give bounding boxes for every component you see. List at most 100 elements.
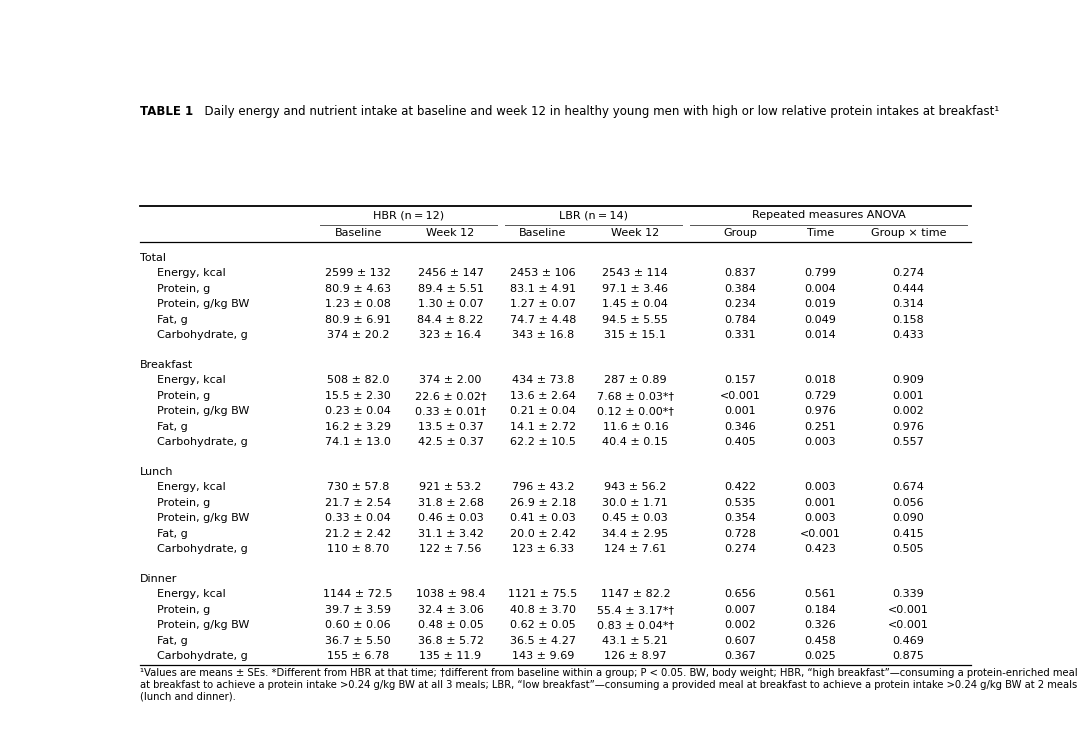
Text: 0.003: 0.003 — [804, 438, 836, 447]
Text: Energy, kcal: Energy, kcal — [156, 482, 225, 493]
Text: 0.003: 0.003 — [804, 514, 836, 523]
Text: 0.251: 0.251 — [804, 422, 836, 432]
Text: 13.5 ± 0.37: 13.5 ± 0.37 — [417, 422, 483, 432]
Text: 0.326: 0.326 — [804, 620, 836, 630]
Text: LBR (n = 14): LBR (n = 14) — [559, 211, 628, 220]
Text: 0.33 ± 0.01†: 0.33 ± 0.01† — [415, 406, 486, 417]
Text: 84.4 ± 8.22: 84.4 ± 8.22 — [417, 315, 483, 325]
Text: Energy, kcal: Energy, kcal — [156, 590, 225, 599]
Text: <0.001: <0.001 — [800, 529, 840, 539]
Text: 0.60 ± 0.06: 0.60 ± 0.06 — [325, 620, 391, 630]
Text: 1.23 ± 0.08: 1.23 ± 0.08 — [325, 299, 391, 309]
Text: 0.234: 0.234 — [724, 299, 757, 309]
Text: 36.7 ± 5.50: 36.7 ± 5.50 — [325, 636, 391, 646]
Text: Carbohydrate, g: Carbohydrate, g — [156, 438, 247, 447]
Text: 0.367: 0.367 — [724, 651, 757, 662]
Text: Week 12: Week 12 — [611, 229, 659, 238]
Text: 0.184: 0.184 — [804, 605, 836, 615]
Text: Protein, g/kg BW: Protein, g/kg BW — [156, 620, 249, 630]
Text: 0.656: 0.656 — [724, 590, 757, 599]
Text: 7.68 ± 0.03*†: 7.68 ± 0.03*† — [597, 391, 674, 401]
Text: 374 ± 2.00: 374 ± 2.00 — [420, 375, 481, 385]
Text: 15.5 ± 2.30: 15.5 ± 2.30 — [325, 391, 391, 401]
Text: Fat, g: Fat, g — [156, 636, 188, 646]
Text: 1121 ± 75.5: 1121 ± 75.5 — [508, 590, 578, 599]
Text: Group × time: Group × time — [870, 229, 946, 238]
Text: 155 ± 6.78: 155 ± 6.78 — [327, 651, 389, 662]
Text: 80.9 ± 4.63: 80.9 ± 4.63 — [325, 284, 391, 294]
Text: 0.729: 0.729 — [804, 391, 836, 401]
Text: 0.674: 0.674 — [892, 482, 925, 493]
Text: 0.535: 0.535 — [724, 498, 757, 508]
Text: 0.014: 0.014 — [804, 330, 836, 340]
Text: 0.339: 0.339 — [892, 590, 925, 599]
Text: HBR (n = 12): HBR (n = 12) — [373, 211, 444, 220]
Text: 83.1 ± 4.91: 83.1 ± 4.91 — [509, 284, 576, 294]
Text: 26.9 ± 2.18: 26.9 ± 2.18 — [509, 498, 576, 508]
Text: Week 12: Week 12 — [426, 229, 475, 238]
Text: 122 ± 7.56: 122 ± 7.56 — [420, 544, 481, 554]
Text: 0.48 ± 0.05: 0.48 ± 0.05 — [417, 620, 483, 630]
Text: 0.505: 0.505 — [892, 544, 925, 554]
Text: Fat, g: Fat, g — [156, 315, 188, 325]
Text: 55.4 ± 3.17*†: 55.4 ± 3.17*† — [597, 605, 674, 615]
Text: 0.23 ± 0.04: 0.23 ± 0.04 — [325, 406, 391, 417]
Text: 0.049: 0.049 — [804, 315, 836, 325]
Text: 40.8 ± 3.70: 40.8 ± 3.70 — [509, 605, 576, 615]
Text: 0.002: 0.002 — [892, 406, 925, 417]
Text: 0.799: 0.799 — [804, 268, 836, 278]
Text: 36.5 ± 4.27: 36.5 ± 4.27 — [509, 636, 576, 646]
Text: 97.1 ± 3.46: 97.1 ± 3.46 — [603, 284, 669, 294]
Text: 1.45 ± 0.04: 1.45 ± 0.04 — [603, 299, 669, 309]
Text: 0.314: 0.314 — [892, 299, 925, 309]
Text: Daily energy and nutrient intake at baseline and week 12 in healthy young men wi: Daily energy and nutrient intake at base… — [197, 105, 999, 118]
Text: 22.6 ± 0.02†: 22.6 ± 0.02† — [415, 391, 487, 401]
Text: 0.21 ± 0.04: 0.21 ± 0.04 — [509, 406, 576, 417]
Text: 0.12 ± 0.00*†: 0.12 ± 0.00*† — [597, 406, 674, 417]
Text: Total: Total — [140, 253, 166, 262]
Text: 0.007: 0.007 — [724, 605, 757, 615]
Text: Baseline: Baseline — [335, 229, 382, 238]
Text: 2599 ± 132: 2599 ± 132 — [325, 268, 391, 278]
Text: Protein, g/kg BW: Protein, g/kg BW — [156, 299, 249, 309]
Text: 0.274: 0.274 — [892, 268, 925, 278]
Text: Repeated measures ANOVA: Repeated measures ANOVA — [751, 211, 905, 220]
Text: 0.433: 0.433 — [892, 330, 925, 340]
Text: 374 ± 20.2: 374 ± 20.2 — [327, 330, 389, 340]
Text: 135 ± 11.9: 135 ± 11.9 — [420, 651, 481, 662]
Text: Time: Time — [806, 229, 834, 238]
Text: 0.45 ± 0.03: 0.45 ± 0.03 — [603, 514, 668, 523]
Text: 62.2 ± 10.5: 62.2 ± 10.5 — [509, 438, 576, 447]
Text: 123 ± 6.33: 123 ± 6.33 — [512, 544, 575, 554]
Text: Breakfast: Breakfast — [140, 359, 193, 370]
Text: 0.002: 0.002 — [724, 620, 757, 630]
Text: 943 ± 56.2: 943 ± 56.2 — [604, 482, 667, 493]
Text: 74.1 ± 13.0: 74.1 ± 13.0 — [325, 438, 391, 447]
Text: 1147 ± 82.2: 1147 ± 82.2 — [601, 590, 670, 599]
Text: 0.41 ± 0.03: 0.41 ± 0.03 — [511, 514, 576, 523]
Text: 43.1 ± 5.21: 43.1 ± 5.21 — [603, 636, 669, 646]
Text: 0.784: 0.784 — [724, 315, 757, 325]
Text: 2456 ± 147: 2456 ± 147 — [417, 268, 483, 278]
Text: 143 ± 9.69: 143 ± 9.69 — [512, 651, 575, 662]
Text: 323 ± 16.4: 323 ± 16.4 — [420, 330, 481, 340]
Text: 39.7 ± 3.59: 39.7 ± 3.59 — [325, 605, 391, 615]
Text: 126 ± 8.97: 126 ± 8.97 — [604, 651, 667, 662]
Text: 124 ± 7.61: 124 ± 7.61 — [604, 544, 667, 554]
Text: 1038 ± 98.4: 1038 ± 98.4 — [416, 590, 486, 599]
Text: 0.423: 0.423 — [804, 544, 836, 554]
Text: 94.5 ± 5.55: 94.5 ± 5.55 — [603, 315, 669, 325]
Text: 0.354: 0.354 — [724, 514, 757, 523]
Text: Baseline: Baseline — [519, 229, 567, 238]
Text: <0.001: <0.001 — [888, 605, 929, 615]
Text: 1144 ± 72.5: 1144 ± 72.5 — [323, 590, 392, 599]
Text: 11.6 ± 0.16: 11.6 ± 0.16 — [603, 422, 668, 432]
Text: Dinner: Dinner — [140, 574, 177, 584]
Text: 0.158: 0.158 — [892, 315, 925, 325]
Text: 0.157: 0.157 — [724, 375, 757, 385]
Text: 0.83 ± 0.04*†: 0.83 ± 0.04*† — [597, 620, 674, 630]
Text: Carbohydrate, g: Carbohydrate, g — [156, 330, 247, 340]
Text: 21.2 ± 2.42: 21.2 ± 2.42 — [325, 529, 391, 539]
Text: 730 ± 57.8: 730 ± 57.8 — [327, 482, 389, 493]
Text: 0.346: 0.346 — [724, 422, 757, 432]
